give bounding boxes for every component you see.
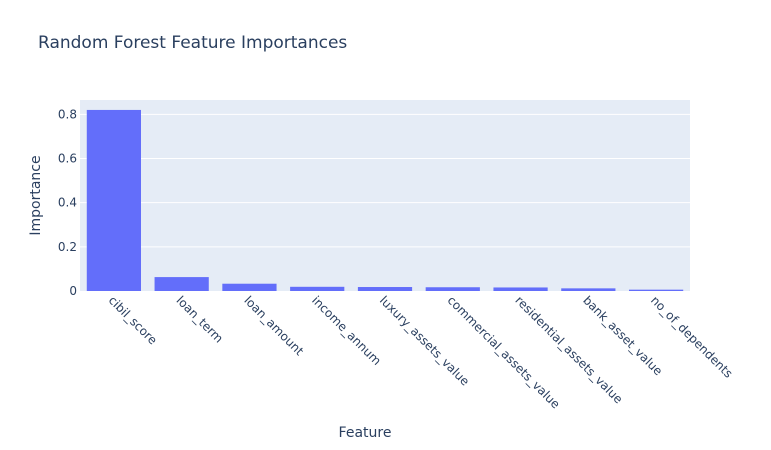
x-axis-ticks: cibil_score loan_term loan_amount income_an… [106,293,736,411]
bar-luxury_assets_value [357,287,413,291]
bar-bank_asset_value [561,288,616,291]
y-axis-ticks: 0 0.2 0.4 0.6 0.8 [58,107,77,298]
x-tick-label: commercial_assets_value [445,293,563,411]
x-tick-label: cibil_score [106,293,160,347]
bar-residential_assets_value [493,287,548,291]
x-tick-label: loan_amount [241,293,306,358]
x-tick-label: residential_assets_value [512,293,625,406]
y-tick-label: 0.2 [58,240,77,254]
plot-area [80,100,690,291]
x-tick-label: income_annum [309,293,384,368]
x-axis-title: Feature [339,425,392,441]
y-tick-label: 0.8 [58,107,77,121]
x-tick-label: loan_term [174,293,226,345]
chart-title: Random Forest Feature Importances [38,33,348,53]
bars [86,109,684,291]
bar-loan_term [154,277,209,291]
bar-commercial_assets_value [425,287,480,291]
bar-no_of_dependents [629,289,684,291]
bar-loan_amount [222,283,277,291]
y-axis-title: Importance [28,155,44,235]
bar-income_annum [290,286,345,291]
y-tick-label: 0.4 [58,196,77,210]
y-tick-label: 0.6 [58,152,77,166]
bar-cibil_score [86,109,141,291]
gridlines [80,113,690,248]
y-tick-label: 0 [69,284,77,298]
